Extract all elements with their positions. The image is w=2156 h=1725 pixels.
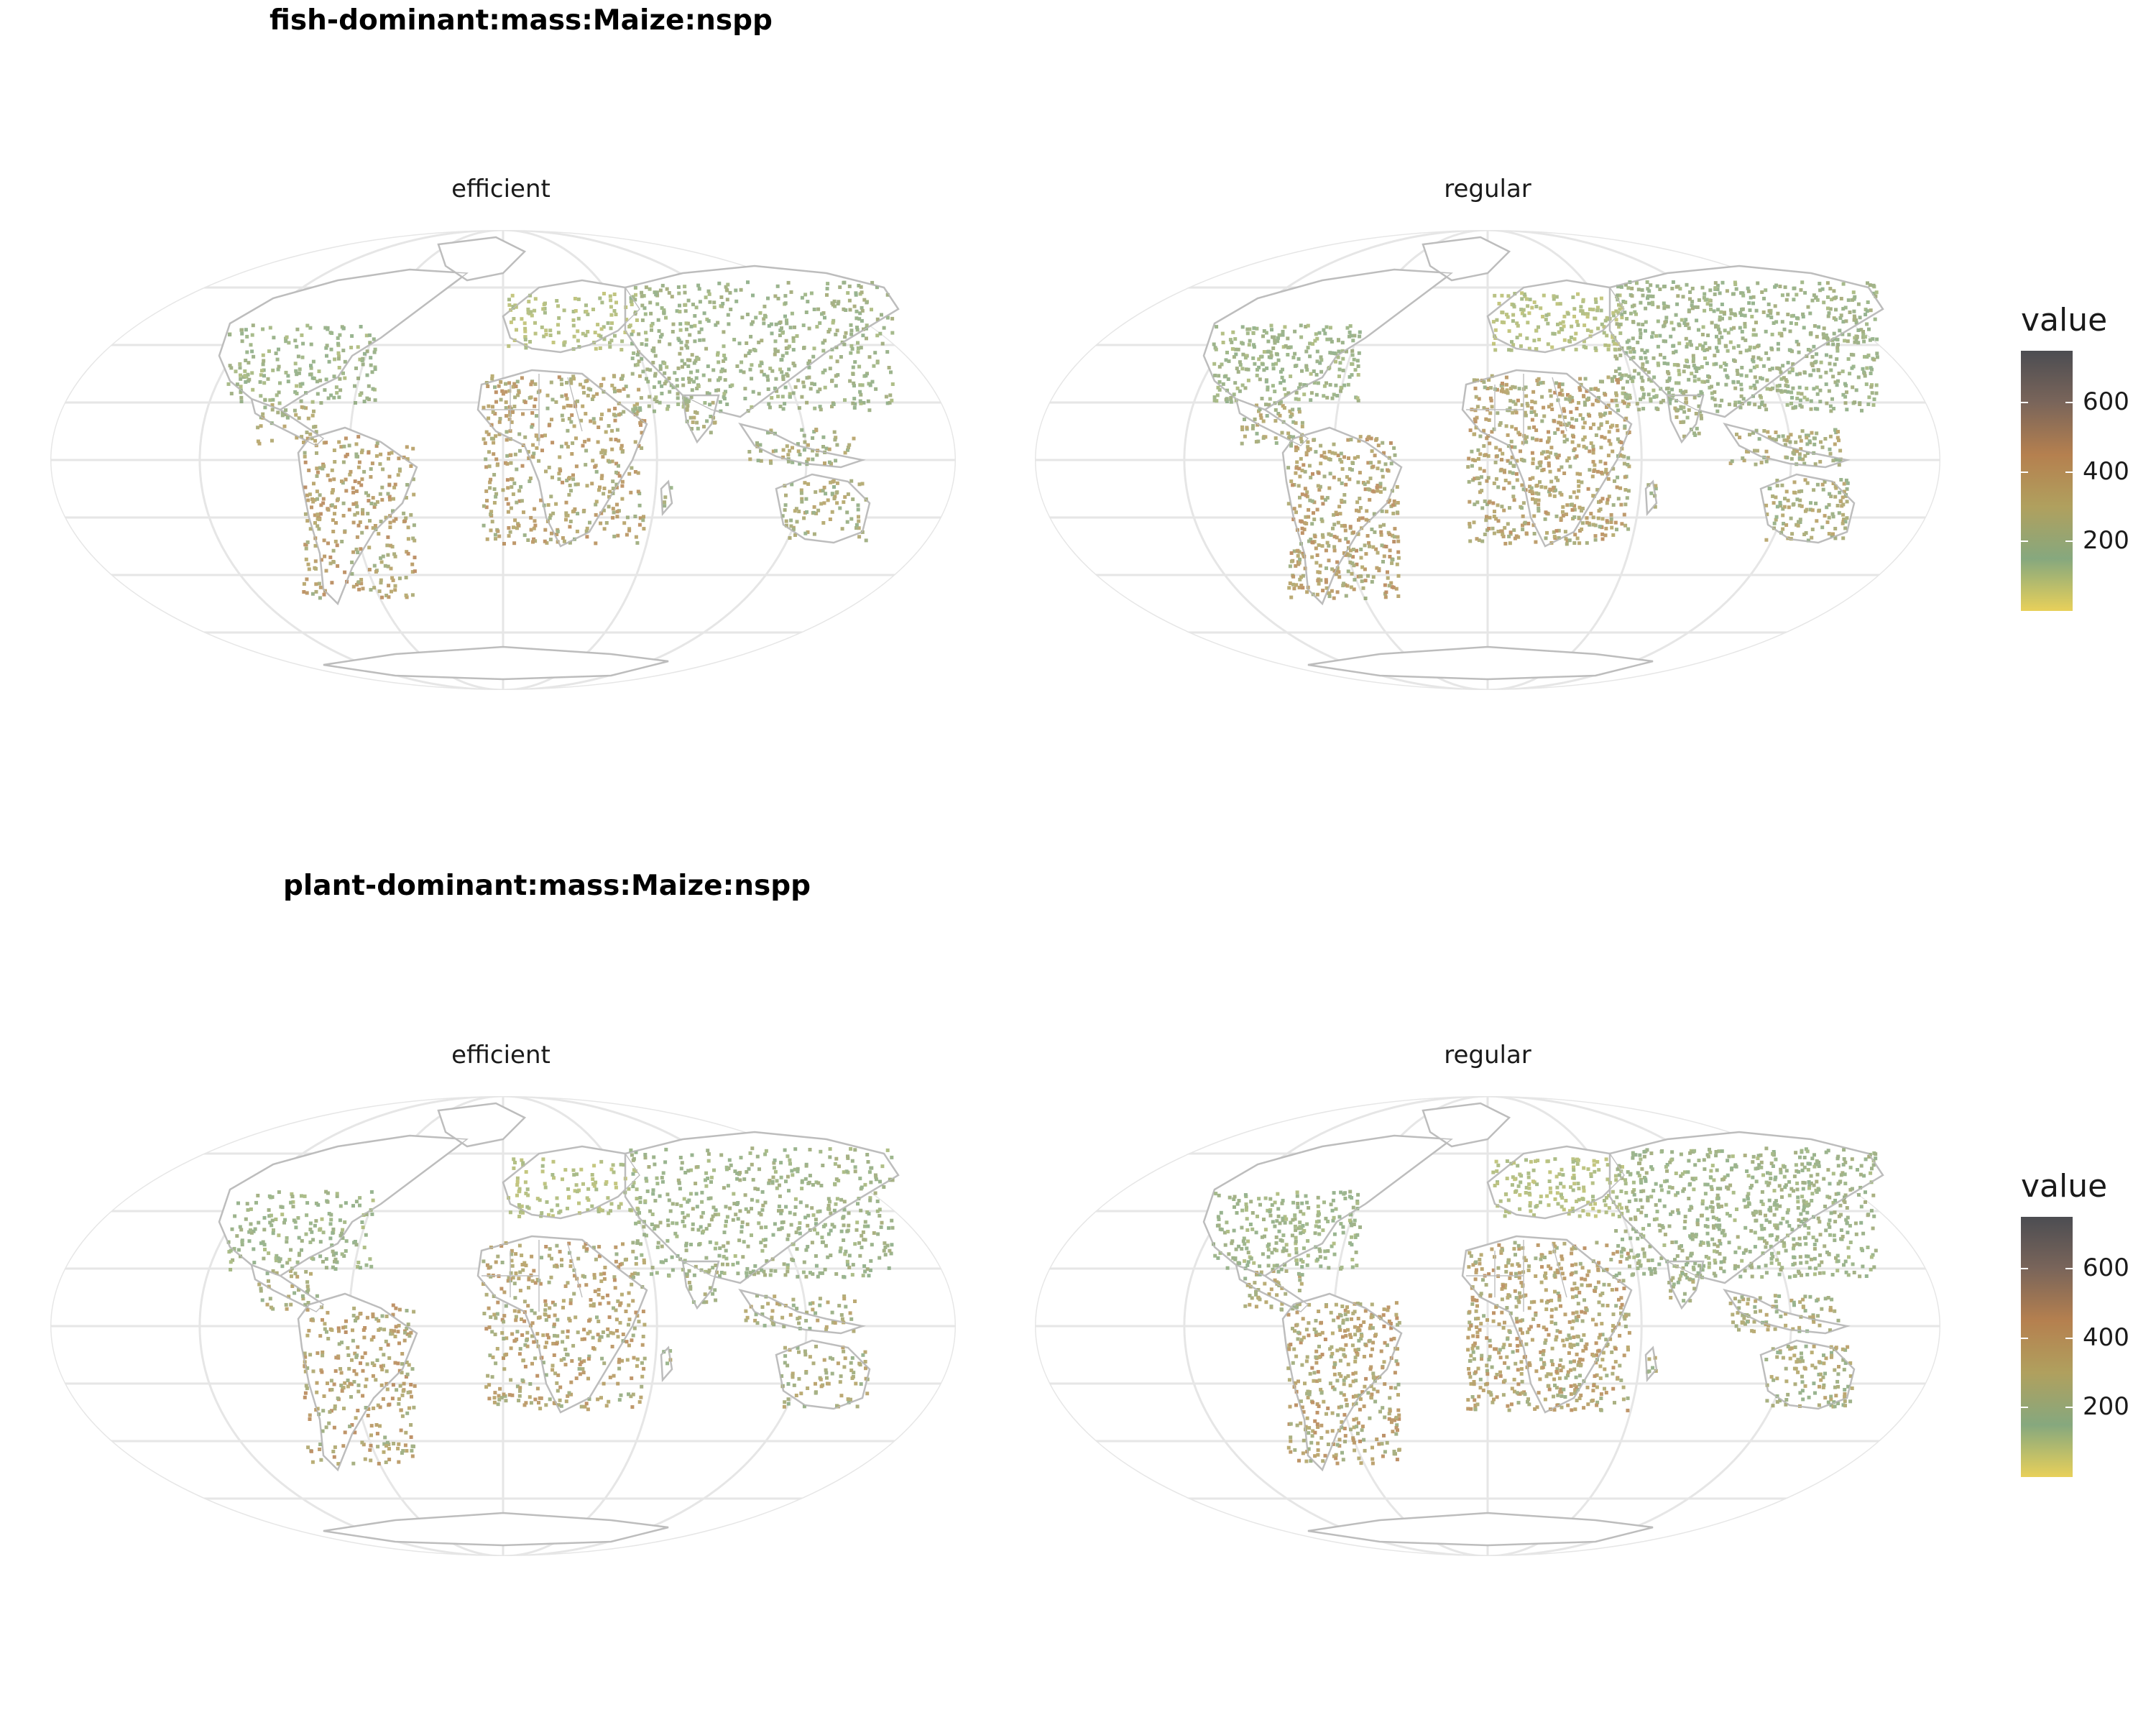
color-legend: value 200 400 600 bbox=[2012, 302, 2142, 625]
country-borders bbox=[218, 1103, 899, 1546]
legend-title: value bbox=[2021, 1168, 2108, 1205]
legend-tick-label: 400 bbox=[2083, 456, 2129, 486]
legend-tick-mark bbox=[2021, 540, 2028, 543]
legend-tick-mark bbox=[2021, 402, 2028, 404]
world-map-regular bbox=[1035, 1096, 1940, 1556]
legend-tick-mark bbox=[2021, 471, 2028, 473]
world-map-efficient bbox=[50, 230, 956, 690]
color-legend: value 200 400 600 bbox=[2012, 1168, 2142, 1491]
landmass-namerica bbox=[218, 268, 470, 411]
legend-tick-mark bbox=[2021, 1268, 2028, 1270]
legend-tick-label: 400 bbox=[2083, 1322, 2129, 1352]
world-map-regular bbox=[1035, 230, 1940, 690]
landmass-europe bbox=[1486, 1145, 1626, 1220]
landmasses bbox=[1202, 236, 1884, 681]
legend-tick-label: 600 bbox=[2083, 1254, 2129, 1283]
country-borders bbox=[1203, 1103, 1884, 1546]
legend-tick-label: 200 bbox=[2083, 526, 2129, 556]
legend-tick-mark bbox=[2065, 540, 2073, 543]
panel-title: plant-dominant:mass:Maize:nspp bbox=[283, 870, 811, 902]
legend-colorbar bbox=[2021, 351, 2073, 611]
legend-tick-label: 600 bbox=[2083, 387, 2129, 417]
legend-tick-mark bbox=[2021, 1407, 2028, 1409]
legend-tick-mark bbox=[2021, 1337, 2028, 1339]
world-map-efficient bbox=[50, 1096, 956, 1556]
legend-tick-label: 200 bbox=[2083, 1392, 2129, 1422]
value-raster bbox=[1212, 280, 1879, 600]
facet-label-efficient: efficient bbox=[451, 1041, 550, 1070]
landmass-europe bbox=[502, 279, 641, 354]
legend-tick-mark bbox=[2065, 402, 2073, 404]
facet-label-regular: regular bbox=[1444, 175, 1531, 203]
value-raster bbox=[226, 280, 895, 600]
legend-tick-mark bbox=[2065, 471, 2073, 473]
legend-tick-mark bbox=[2065, 1337, 2073, 1339]
country-borders bbox=[1203, 236, 1884, 680]
legend-tick-mark bbox=[2065, 1268, 2073, 1270]
panel-title: fish-dominant:mass:Maize:nspp bbox=[270, 4, 773, 37]
facet-label-efficient: efficient bbox=[451, 175, 550, 203]
landmass-namerica bbox=[1202, 1134, 1455, 1277]
legend-title: value bbox=[2021, 302, 2108, 339]
country-borders bbox=[218, 236, 899, 680]
legend-tick-mark bbox=[2065, 1407, 2073, 1409]
facet-label-regular: regular bbox=[1444, 1041, 1531, 1070]
legend-colorbar bbox=[2021, 1217, 2073, 1477]
